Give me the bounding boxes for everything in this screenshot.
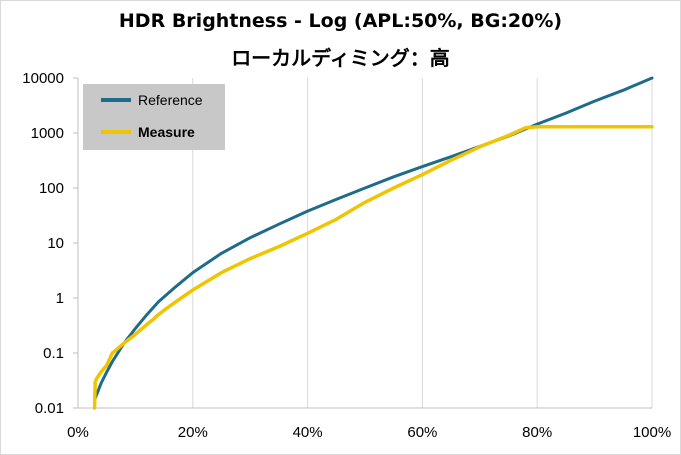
chart-subtitle: ローカルディミング：高 — [231, 46, 450, 70]
legend-label-reference: Reference — [138, 92, 203, 108]
x-tick-label: 40% — [293, 424, 323, 441]
x-tick-label: 100% — [633, 424, 671, 441]
y-tick-label: 1000 — [31, 125, 64, 142]
series-line-measure — [92, 124, 654, 410]
y-tick-label: 0.1 — [43, 345, 64, 362]
y-tick-label: 0.01 — [35, 400, 64, 417]
y-tick-label: 1 — [56, 290, 64, 307]
legend-swatch-measure — [101, 130, 131, 134]
tick-labels: 0% 20% 40% 60% 80% 100% 0.01 0.1 1 10 100 1000 10000 — [22, 70, 671, 441]
y-tick-label: 10 — [47, 235, 64, 252]
x-tick-label: 60% — [407, 424, 437, 441]
y-tick-label: 100 — [39, 180, 64, 197]
x-tick-label: 20% — [178, 424, 208, 441]
series — [92, 76, 654, 410]
axes — [73, 77, 652, 409]
legend-label-measure: Measure — [138, 124, 195, 140]
legend-swatch-reference — [101, 98, 131, 102]
legend-item-measure: Measure — [101, 122, 195, 142]
legend-item-reference: Reference — [101, 90, 203, 110]
y-tick-label: 10000 — [22, 70, 64, 87]
x-tick-label: 80% — [522, 424, 552, 441]
chart-title: HDR Brightness - Log (APL:50%, BG:20%) — [118, 10, 563, 32]
x-tick-label: 0% — [67, 424, 89, 441]
legend: Reference Measure — [83, 84, 225, 150]
